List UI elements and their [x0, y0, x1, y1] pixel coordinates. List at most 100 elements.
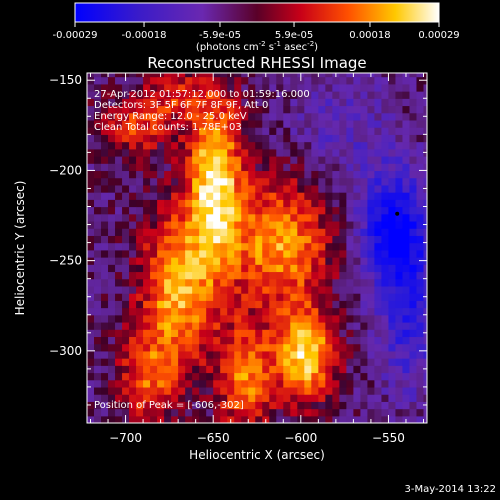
heatmap-cell — [381, 112, 390, 121]
heatmap-cell — [101, 321, 109, 330]
heatmap-cell — [115, 307, 123, 316]
heatmap-cell — [199, 134, 207, 143]
heatmap-cell — [227, 271, 235, 280]
heatmap-cell — [423, 300, 427, 309]
heatmap-cell — [262, 76, 270, 85]
heatmap-cell — [423, 336, 427, 345]
heatmap-cell — [157, 170, 165, 179]
heatmap-cell — [206, 386, 214, 395]
heatmap-cell — [423, 228, 427, 236]
heatmap-cell — [283, 206, 291, 215]
heatmap-cell — [311, 329, 319, 338]
heatmap-cell — [262, 350, 270, 359]
heatmap-cell — [311, 177, 319, 186]
heatmap-cell — [297, 343, 305, 352]
heatmap-cell — [318, 177, 326, 186]
heatmap-cell — [423, 192, 427, 200]
heatmap-cell — [248, 76, 256, 85]
heatmap-cell — [136, 307, 144, 316]
heatmap-cell — [318, 76, 326, 85]
heatmap-cell — [304, 408, 312, 417]
heatmap-cell — [262, 220, 270, 229]
heatmap-cell — [297, 372, 305, 381]
heatmap-cell — [353, 148, 361, 157]
heatmap-cell — [108, 127, 116, 135]
heatmap-cell — [255, 321, 263, 330]
heatmap-cell — [318, 91, 326, 99]
heatmap-cell — [199, 257, 207, 265]
heatmap-cell — [227, 119, 235, 128]
heatmap-cell — [213, 350, 221, 359]
heatmap-cell — [234, 184, 242, 193]
heatmap-cell — [185, 401, 193, 410]
heatmap-cell — [325, 199, 333, 208]
heatmap-cell — [318, 408, 326, 417]
heatmap-cell — [311, 170, 319, 179]
heatmap-cell — [213, 177, 221, 186]
heatmap-cell — [171, 321, 179, 330]
heatmap-cell — [276, 343, 284, 352]
heatmap-cell — [171, 415, 179, 423]
heatmap-cell — [248, 105, 256, 114]
heatmap-cell — [227, 83, 235, 92]
heatmap-cell — [94, 134, 102, 143]
heatmap-cell — [360, 235, 369, 244]
heatmap-cell — [150, 155, 158, 164]
heatmap-cell — [416, 119, 425, 128]
heatmap-cell — [248, 350, 256, 359]
heatmap-cell — [304, 199, 312, 208]
heatmap-cell — [178, 379, 186, 388]
heatmap-cell — [360, 285, 369, 294]
heatmap-cell — [129, 379, 137, 388]
heatmap-cell — [346, 343, 354, 352]
heatmap-cell — [388, 228, 397, 236]
heatmap-cell — [178, 314, 186, 323]
heatmap-cell — [87, 206, 95, 215]
heatmap-cell — [220, 170, 228, 179]
heatmap-cell — [94, 264, 102, 273]
heatmap-cell — [213, 386, 221, 395]
heatmap-cell — [409, 358, 418, 366]
heatmap-cell — [402, 220, 411, 229]
heatmap-cell — [304, 278, 312, 287]
heatmap-cell — [136, 242, 144, 251]
heatmap-cell — [276, 300, 284, 309]
heatmap-cell — [241, 379, 249, 388]
heatmap-cell — [395, 321, 404, 330]
heatmap-cell — [297, 119, 305, 128]
heatmap-cell — [339, 163, 347, 172]
heatmap-cell — [171, 177, 179, 186]
heatmap-cell — [94, 321, 102, 330]
heatmap-cell — [339, 278, 347, 287]
heatmap-cell — [143, 379, 151, 388]
heatmap-cell — [108, 257, 116, 265]
heatmap-cell — [388, 350, 397, 359]
heatmap-cell — [143, 358, 151, 366]
colorbar-unit-part-6: ) — [314, 42, 318, 53]
heatmap-cell — [108, 242, 116, 251]
heatmap-cell — [157, 184, 165, 193]
heatmap-cell — [360, 213, 369, 222]
heatmap-cell — [122, 170, 130, 179]
heatmap-cell — [164, 278, 172, 287]
heatmap-cell — [339, 199, 347, 208]
heatmap-cell — [87, 83, 95, 92]
heatmap-cell — [409, 386, 418, 395]
heatmap-cell — [269, 278, 277, 287]
heatmap-cell — [122, 134, 130, 143]
heatmap-cell — [87, 98, 95, 107]
heatmap-cell — [129, 213, 137, 222]
heatmap-cell — [101, 177, 109, 186]
heatmap-cell — [332, 307, 340, 316]
heatmap-cell — [269, 314, 277, 323]
heatmap-cell — [143, 293, 151, 301]
heatmap-cell — [339, 105, 347, 114]
heatmap-cell — [185, 343, 193, 352]
heatmap-cell — [339, 213, 347, 222]
heatmap-cell — [185, 206, 193, 215]
heatmap-cell — [87, 285, 95, 294]
heatmap-cell — [122, 401, 130, 410]
heatmap-cell — [402, 372, 411, 381]
heatmap-cell — [353, 141, 361, 150]
heatmap-cell — [94, 206, 102, 215]
